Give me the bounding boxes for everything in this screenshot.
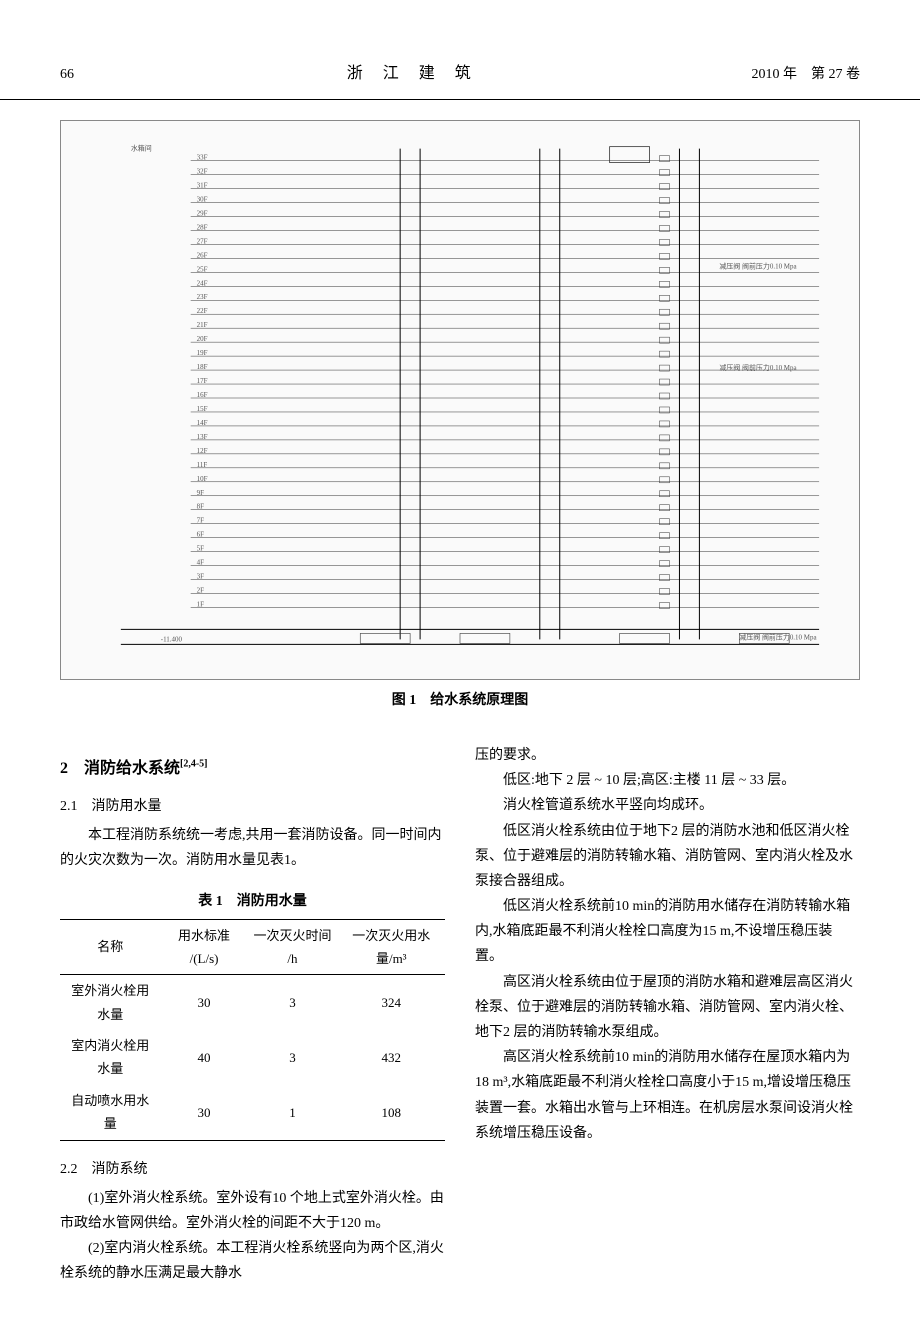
floor-label: 7F <box>197 516 204 524</box>
page-number: 66 <box>60 62 74 87</box>
col-std: 用水标准 /(L/s) <box>161 919 248 975</box>
floor-label: 8F <box>197 503 204 511</box>
floor-label: 2F <box>197 586 204 594</box>
note-2: 减压阀 阀前压力0.10 Mpa <box>719 363 796 372</box>
floor-label: 4F <box>197 558 204 566</box>
table-cell: 40 <box>161 1030 248 1085</box>
page-header: 66 浙 江 建 筑 2010 年 第 27 卷 <box>0 0 920 100</box>
floor-label: 1F <box>197 600 204 608</box>
section-2-heading: 2 消防给水系统[2,4-5] <box>60 755 445 784</box>
floor-label: 28F <box>197 223 208 231</box>
col-name: 名称 <box>60 919 161 975</box>
p-col2-5: 低区消火栓系统前10 min的消防用水储存在消防转输水箱内,水箱底距最不利消火栓… <box>475 894 860 970</box>
figure-1: 33F 32F 31F 30F 29F 28F 27F 26F 25F 24F 23F 22F 21F 2… <box>60 120 860 713</box>
p-2-2-1: (1)室外消火栓系统。室外设有10 个地上式室外消火栓。由市政给水管网供给。室外… <box>60 1186 445 1236</box>
floor-label: 33F <box>197 153 208 161</box>
floor-label: 3F <box>197 572 204 580</box>
tank-label: 水箱间 <box>131 143 152 152</box>
floor-label: 5F <box>197 544 204 552</box>
table-cell: 108 <box>338 1085 445 1140</box>
floor-label: 25F <box>197 265 208 273</box>
water-system-diagram: 33F 32F 31F 30F 29F 28F 27F 26F 25F 24F 23F 22F 21F 2… <box>60 120 860 680</box>
floor-label: 24F <box>197 279 208 287</box>
col-3: 一次灭火用水量/m³ <box>352 928 430 966</box>
p-col2-7: 高区消火栓系统前10 min的消防用水储存在屋顶水箱内为18 m³,水箱底距最不… <box>475 1045 860 1146</box>
sub-2-2: 2.2 消防系统 <box>60 1157 445 1182</box>
floor-label: 19F <box>197 349 208 357</box>
table-row: 自动喷水用水量301108 <box>60 1085 445 1140</box>
col-time: 一次灭火时间 /h <box>247 919 337 975</box>
table-1: 名称 用水标准 /(L/s) 一次灭火时间 /h 一次灭火用水量/m³ 室外消火… <box>60 919 445 1141</box>
table-cell: 1 <box>247 1085 337 1140</box>
table-cell: 自动喷水用水量 <box>60 1085 161 1140</box>
floor-label: 29F <box>197 209 208 217</box>
journal-title: 浙 江 建 筑 <box>347 60 479 89</box>
table-cell: 室外消火栓用水量 <box>60 975 161 1030</box>
p-col2-6: 高区消火栓系统由位于屋顶的消防水箱和避难层高区消火栓泵、位于避难层的消防转输水箱… <box>475 970 860 1046</box>
floor-label: 11F <box>197 461 208 469</box>
floor-label: 12F <box>197 447 208 455</box>
heading-refs: [2,4-5] <box>180 759 208 770</box>
floor-label: 21F <box>197 321 208 329</box>
floor-label: 10F <box>197 475 208 483</box>
floor-label: 14F <box>197 419 208 427</box>
table-cell: 30 <box>161 1085 248 1140</box>
sub-2-1: 2.1 消防用水量 <box>60 794 445 819</box>
floor-label: 22F <box>197 307 208 315</box>
p-col2-1: 压的要求。 <box>475 743 860 768</box>
table-cell: 324 <box>338 975 445 1030</box>
p-col2-2: 低区:地下 2 层 ~ 10 层;高区:主楼 11 层 ~ 33 层。 <box>475 768 860 793</box>
floor-label: 17F <box>197 377 208 385</box>
floor-label: 27F <box>197 237 208 245</box>
col-2: 一次灭火时间 /h <box>253 928 331 966</box>
col-0: 名称 <box>97 939 123 954</box>
floor-label: 26F <box>197 251 208 259</box>
floor-label: 23F <box>197 293 208 301</box>
floor-label: 32F <box>197 167 208 175</box>
p-col2-3: 消火栓管道系统水平竖向均成环。 <box>475 793 860 818</box>
table-cell: 30 <box>161 975 248 1030</box>
issue-info: 2010 年 第 27 卷 <box>751 62 860 87</box>
heading-text: 2 消防给水系统 <box>60 760 180 777</box>
table-header-row: 名称 用水标准 /(L/s) 一次灭火时间 /h 一次灭火用水量/m³ <box>60 919 445 975</box>
table-cell: 室内消火栓用水量 <box>60 1030 161 1085</box>
note-bottom: 减压阀 阀前压力0.10 Mpa <box>739 632 816 641</box>
col-1: 用水标准 /(L/s) <box>178 928 230 966</box>
floor-label: 16F <box>197 391 208 399</box>
floor-label: 6F <box>197 530 204 538</box>
table-row: 室外消火栓用水量303324 <box>60 975 445 1030</box>
p-col2-4: 低区消火栓系统由位于地下2 层的消防水池和低区消火栓泵、位于避难层的消防转输水箱… <box>475 819 860 895</box>
floor-label: 31F <box>197 181 208 189</box>
col-vol: 一次灭火用水量/m³ <box>338 919 445 975</box>
diagram-svg: 33F 32F 31F 30F 29F 28F 27F 26F 25F 24F 23F 22F 21F 2… <box>61 121 859 679</box>
basement-label: -11.400 <box>161 635 183 643</box>
floor-label: 13F <box>197 433 208 441</box>
note-1: 减压阀 阀前压力0.10 Mpa <box>719 261 796 270</box>
table-cell: 3 <box>247 1030 337 1085</box>
body-columns: 2 消防给水系统[2,4-5] 2.1 消防用水量 本工程消防系统统一考虑,共用… <box>0 723 920 1327</box>
table-cell: 432 <box>338 1030 445 1085</box>
floor-label: 20F <box>197 335 208 343</box>
left-column: 2 消防给水系统[2,4-5] 2.1 消防用水量 本工程消防系统统一考虑,共用… <box>60 743 445 1287</box>
figure-1-caption: 图 1 给水系统原理图 <box>60 688 860 713</box>
table-row: 室内消火栓用水量403432 <box>60 1030 445 1085</box>
floor-label: 18F <box>197 363 208 371</box>
floor-label: 30F <box>197 195 208 203</box>
table-cell: 3 <box>247 975 337 1030</box>
right-column: 压的要求。 低区:地下 2 层 ~ 10 层;高区:主楼 11 层 ~ 33 层… <box>475 743 860 1287</box>
floor-label: 9F <box>197 489 204 497</box>
floor-label: 15F <box>197 405 208 413</box>
table-1-caption: 表 1 消防用水量 <box>60 889 445 914</box>
p-2-1-1: 本工程消防系统统一考虑,共用一套消防设备。同一时间内的火灾次数为一次。消防用水量… <box>60 823 445 873</box>
p-2-2-2: (2)室内消火栓系统。本工程消火栓系统竖向为两个区,消火栓系统的静水压满足最大静… <box>60 1236 445 1286</box>
